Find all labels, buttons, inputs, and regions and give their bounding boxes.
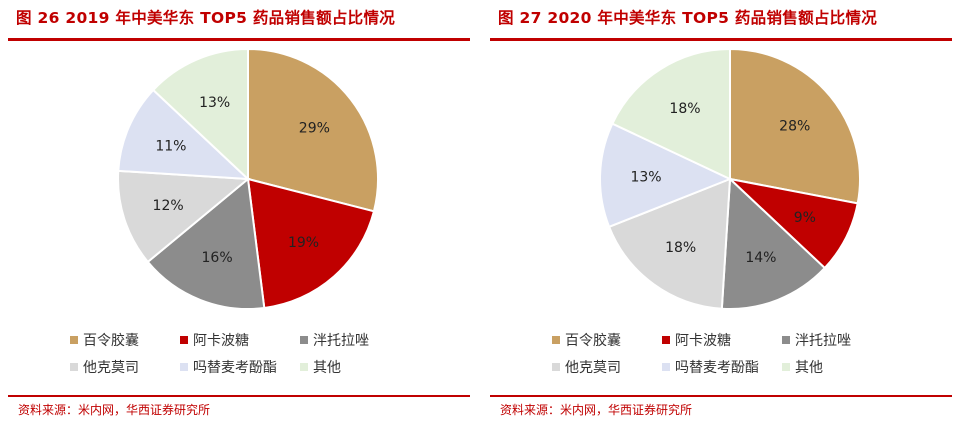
legend-item: 百令胶囊 (70, 330, 139, 350)
legend-label: 其他 (795, 360, 823, 376)
legend-item: 吗替麦考酚酯 (180, 357, 277, 377)
pie-slice-3 (146, 177, 266, 310)
pie-chart-2020: 28% 9% 14% 18% 13% 18% (599, 47, 861, 310)
title-rule (8, 38, 470, 41)
pie-chart-2019: 29% 19% 16% 12% 11% 13% (117, 47, 379, 310)
slice-value-label: 13% (199, 95, 230, 111)
slice-value-label: 16% (202, 250, 233, 266)
source-note: 资料来源：米内网，华西证券研究所 (18, 403, 211, 417)
slice-value-label: 28% (779, 118, 810, 134)
pie-slice-4 (117, 169, 251, 264)
source-rule (490, 395, 952, 397)
slice-value-label: 18% (665, 240, 696, 256)
legend-swatch (782, 336, 790, 344)
legend-swatch (552, 336, 560, 344)
legend-label: 百令胶囊 (565, 333, 621, 349)
legend-swatch (662, 363, 670, 371)
pie-slice-1 (729, 47, 861, 205)
legend-swatch (300, 363, 308, 371)
chart-panel-2019: 图 26 2019 年中美华东 TOP5 药品销售额占比情况 29% 19% 16%… (8, 0, 478, 425)
legend-label: 其他 (313, 360, 341, 376)
legend-swatch (782, 363, 790, 371)
legend-item: 泮托拉唑 (782, 330, 851, 350)
slice-value-label: 18% (669, 101, 700, 117)
legend-swatch (180, 363, 188, 371)
pie-slice-5 (599, 122, 733, 229)
pie-slice-1 (247, 47, 379, 213)
legend-label: 阿卡波糖 (675, 333, 731, 349)
pie-slice-4 (607, 177, 732, 310)
legend-label: 他克莫司 (565, 360, 621, 376)
legend-swatch (552, 363, 560, 371)
pie-slice-6 (611, 47, 731, 181)
slice-value-label: 29% (299, 121, 330, 137)
pie-slice-2 (246, 177, 376, 310)
legend-swatch (300, 336, 308, 344)
chart-title: 图 27 2020 年中美华东 TOP5 药品销售额占比情况 (498, 9, 878, 27)
chart-panel-2020: 图 27 2020 年中美华东 TOP5 药品销售额占比情况 28% 9% 14% 1… (490, 0, 960, 425)
legend-swatch (70, 363, 78, 371)
legend-item: 其他 (782, 357, 823, 377)
slice-value-label: 9% (794, 210, 816, 226)
legend-swatch (662, 336, 670, 344)
legend-item: 他克莫司 (552, 357, 621, 377)
legend-item: 其他 (300, 357, 341, 377)
chart-title: 图 26 2019 年中美华东 TOP5 药品销售额占比情况 (16, 9, 396, 27)
legend-swatch (70, 336, 78, 344)
source-note: 资料来源：米内网，华西证券研究所 (500, 403, 693, 417)
slice-value-label: 12% (153, 198, 184, 214)
title-rule (490, 38, 952, 41)
pie-slice-3 (720, 176, 827, 310)
slice-value-label: 11% (155, 139, 186, 155)
legend-label: 吗替麦考酚酯 (193, 360, 277, 376)
legend-label: 泮托拉唑 (795, 333, 851, 349)
legend-swatch (180, 336, 188, 344)
source-rule (8, 395, 470, 397)
legend-item: 泮托拉唑 (300, 330, 369, 350)
legend-item: 百令胶囊 (552, 330, 621, 350)
legend-label: 他克莫司 (83, 360, 139, 376)
legend-label: 泮托拉唑 (313, 333, 369, 349)
legend-label: 阿卡波糖 (193, 333, 249, 349)
pie-slice-5 (117, 88, 251, 181)
legend-label: 百令胶囊 (83, 333, 139, 349)
slice-value-label: 14% (745, 250, 776, 266)
legend-item: 他克莫司 (70, 357, 139, 377)
legend-item: 阿卡波糖 (180, 330, 249, 350)
slice-value-label: 19% (288, 235, 319, 251)
legend-item: 吗替麦考酚酯 (662, 357, 759, 377)
legend-item: 阿卡波糖 (662, 330, 731, 350)
legend-label: 吗替麦考酚酯 (675, 360, 759, 376)
slice-value-label: 13% (630, 169, 661, 185)
pie-slice-6 (151, 47, 249, 182)
